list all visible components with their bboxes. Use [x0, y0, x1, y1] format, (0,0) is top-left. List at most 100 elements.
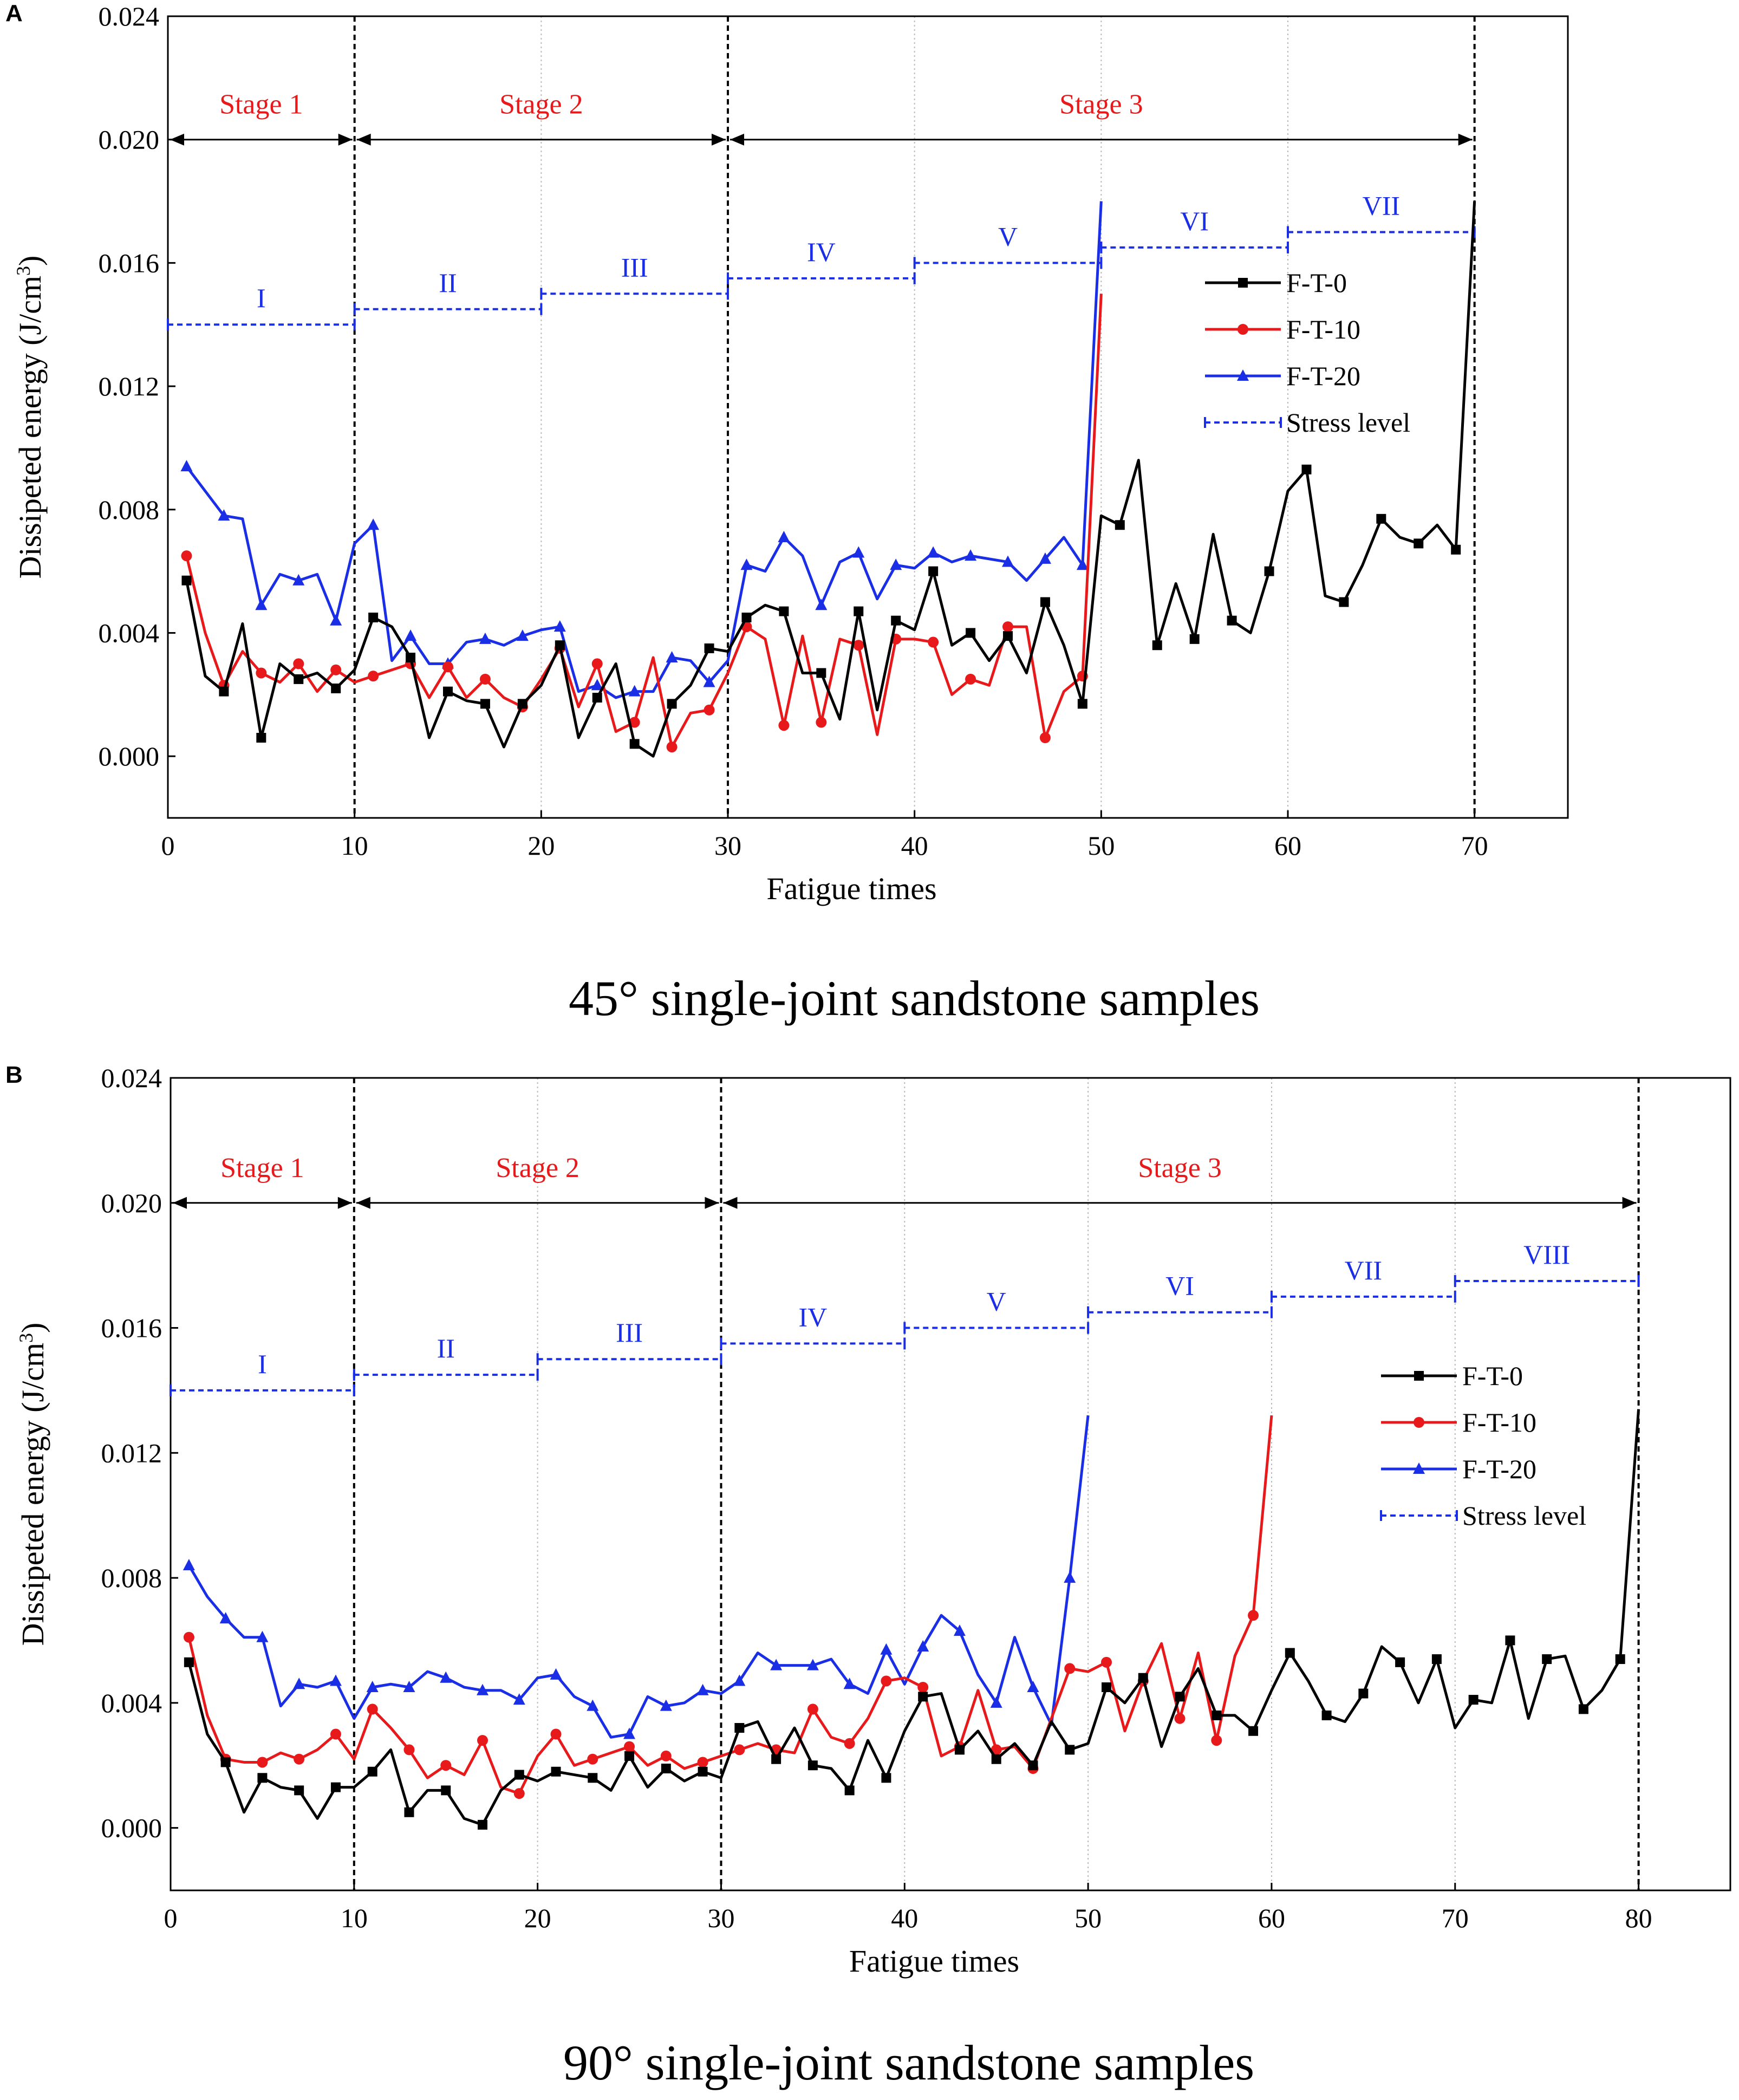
data-point: [778, 720, 790, 731]
series-f-t-20: [183, 1415, 1090, 1739]
data-point: [587, 1753, 598, 1765]
data-point: [405, 629, 417, 641]
data-point: [1027, 1681, 1039, 1692]
caption-b: 90° single-joint sandstone samples: [563, 2035, 1255, 2090]
series-f-t-0: [184, 1409, 1640, 1830]
y-tick-label: 0.012: [101, 1438, 162, 1468]
data-point: [1451, 544, 1461, 555]
data-point: [1077, 699, 1087, 709]
data-point: [1175, 1692, 1185, 1702]
data-point: [553, 620, 566, 632]
data-point: [479, 632, 491, 644]
stress-level-label: III: [616, 1317, 643, 1348]
data-point: [1211, 1735, 1222, 1746]
data-point: [1076, 558, 1089, 570]
data-point: [1227, 615, 1237, 626]
data-point: [624, 1751, 635, 1761]
data-point: [807, 1704, 818, 1715]
chart-panel-a: 0 10 20 30 40 50 60 70 0.000 0.004 0.008 0.012 0.016…: [12, 1, 1569, 906]
data-point: [1431, 1654, 1442, 1665]
series-line: [185, 201, 1476, 758]
data-point: [478, 1819, 487, 1830]
series-f-t-10: [181, 294, 1103, 753]
legend-label: Stress level: [1462, 1500, 1586, 1531]
y-axis-title: Dissipeted energy (J/cm3): [15, 1323, 50, 1646]
data-point: [1505, 1635, 1515, 1646]
y-tick-label: 0.004: [99, 617, 160, 648]
data-point: [480, 699, 490, 709]
data-point: [1285, 1648, 1295, 1658]
data-point: [218, 509, 230, 521]
stress-level-label: V: [987, 1286, 1006, 1317]
data-point: [990, 1696, 1002, 1708]
x-tick-label: 70: [1461, 830, 1488, 861]
data-point: [1414, 1417, 1424, 1428]
y-tick-label: 0.004: [101, 1688, 162, 1718]
data-point: [513, 1693, 525, 1705]
data-point: [816, 717, 827, 728]
data-point: [1040, 597, 1050, 607]
data-point: [623, 1727, 636, 1739]
data-point: [844, 1785, 855, 1796]
stress-level-label: VII: [1363, 190, 1400, 220]
x-tick-label: 30: [707, 1903, 734, 1933]
data-point: [440, 1671, 452, 1683]
data-point: [591, 679, 603, 691]
data-point: [1376, 513, 1386, 524]
data-point: [928, 636, 939, 648]
data-point: [441, 1785, 451, 1796]
data-point: [1339, 597, 1349, 607]
data-point: [852, 546, 865, 558]
data-point: [704, 643, 714, 653]
data-point: [256, 1630, 269, 1642]
data-point: [477, 1683, 489, 1695]
data-point: [366, 1681, 379, 1692]
data-point: [1064, 1571, 1076, 1583]
stage-label: Stage 2: [499, 89, 583, 120]
data-point: [666, 742, 678, 753]
data-point: [629, 717, 640, 728]
x-tick-label: 40: [901, 830, 928, 861]
legend-label: F-T-0: [1286, 268, 1347, 298]
data-point: [741, 613, 752, 622]
x-axis-title: Fatigue times: [849, 1943, 1019, 1979]
stage-arrow-head-right: [1458, 133, 1473, 146]
data-point: [1414, 538, 1424, 549]
data-point: [184, 1657, 194, 1667]
data-point: [293, 658, 304, 669]
data-point: [629, 739, 640, 749]
stress-level-label: IV: [798, 1302, 827, 1332]
data-point: [734, 1744, 745, 1756]
data-point: [257, 1773, 268, 1783]
x-tick-label: 60: [1274, 830, 1301, 861]
y-axis-title: Dissipeted energy (J/cm3): [12, 256, 48, 579]
data-point: [294, 1785, 304, 1796]
legend: F-T-0 F-T-10 F-T-20 Stress level: [1380, 1361, 1586, 1531]
data-point: [293, 1678, 305, 1689]
data-point: [1413, 1462, 1425, 1474]
data-point: [660, 1750, 672, 1761]
y-tick-label: 0.008: [99, 495, 160, 525]
legend-label: F-T-20: [1286, 361, 1360, 391]
stage-arrow-head-right: [338, 133, 353, 146]
data-point: [368, 613, 379, 622]
data-point: [843, 1678, 856, 1689]
data-point: [1248, 1610, 1259, 1621]
plot-frame: [167, 15, 1569, 819]
stage-arrow-head-left: [356, 1197, 370, 1209]
stage-arrow-head-left: [730, 133, 744, 146]
stage-arrow-head-right: [1622, 1197, 1637, 1209]
data-point: [696, 1683, 709, 1695]
x-tick-label: 10: [341, 1903, 368, 1933]
data-point: [815, 599, 828, 610]
data-point: [255, 599, 268, 610]
series-f-t-10: [183, 1415, 1273, 1799]
stress-level-label: III: [621, 252, 648, 282]
data-point: [1002, 621, 1013, 633]
data-point: [181, 575, 192, 586]
data-point: [551, 1766, 561, 1777]
stage-label: Stage 1: [219, 89, 303, 120]
data-point: [779, 606, 789, 616]
data-point: [550, 1728, 562, 1740]
data-point: [403, 1744, 415, 1756]
